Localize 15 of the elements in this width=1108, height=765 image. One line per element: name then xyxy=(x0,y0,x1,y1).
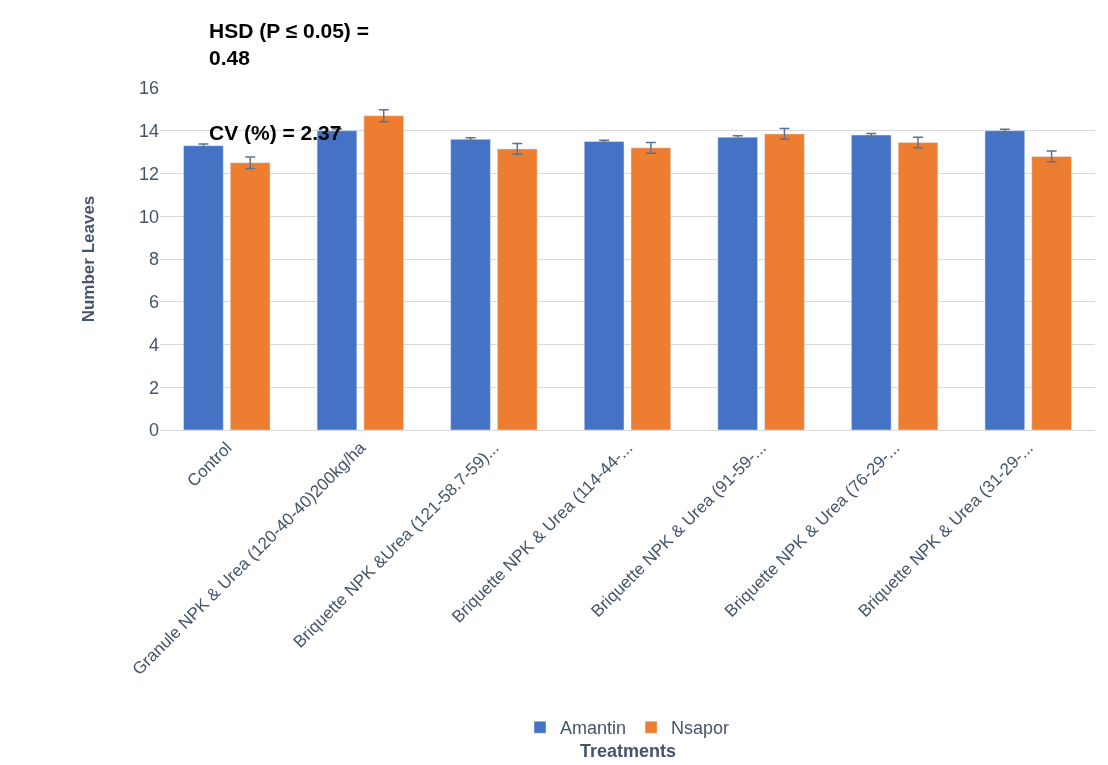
y-tick-label: 8 xyxy=(148,249,159,270)
text: HSD (P ≤ 0.05) = 0.48 xyxy=(209,19,369,70)
y-tick-label: 10 xyxy=(138,206,159,227)
y-tick-label: 14 xyxy=(138,121,159,142)
y-tick-label: 2 xyxy=(148,377,159,398)
y-tick-label: 6 xyxy=(148,292,159,313)
y-tick-label: 16 xyxy=(138,78,159,99)
legend-label: Nsapor xyxy=(671,718,730,739)
y-tick-label: 12 xyxy=(138,163,159,184)
y-tick-label: 4 xyxy=(148,334,159,355)
x-axis-title: Treatments xyxy=(580,741,677,761)
legend-label: Amantin xyxy=(560,718,627,739)
y-tick-label: 0 xyxy=(148,420,159,441)
annotation: CV (%) = 2.37 xyxy=(209,121,342,144)
y-axis-title: Number Leaves xyxy=(78,195,98,323)
